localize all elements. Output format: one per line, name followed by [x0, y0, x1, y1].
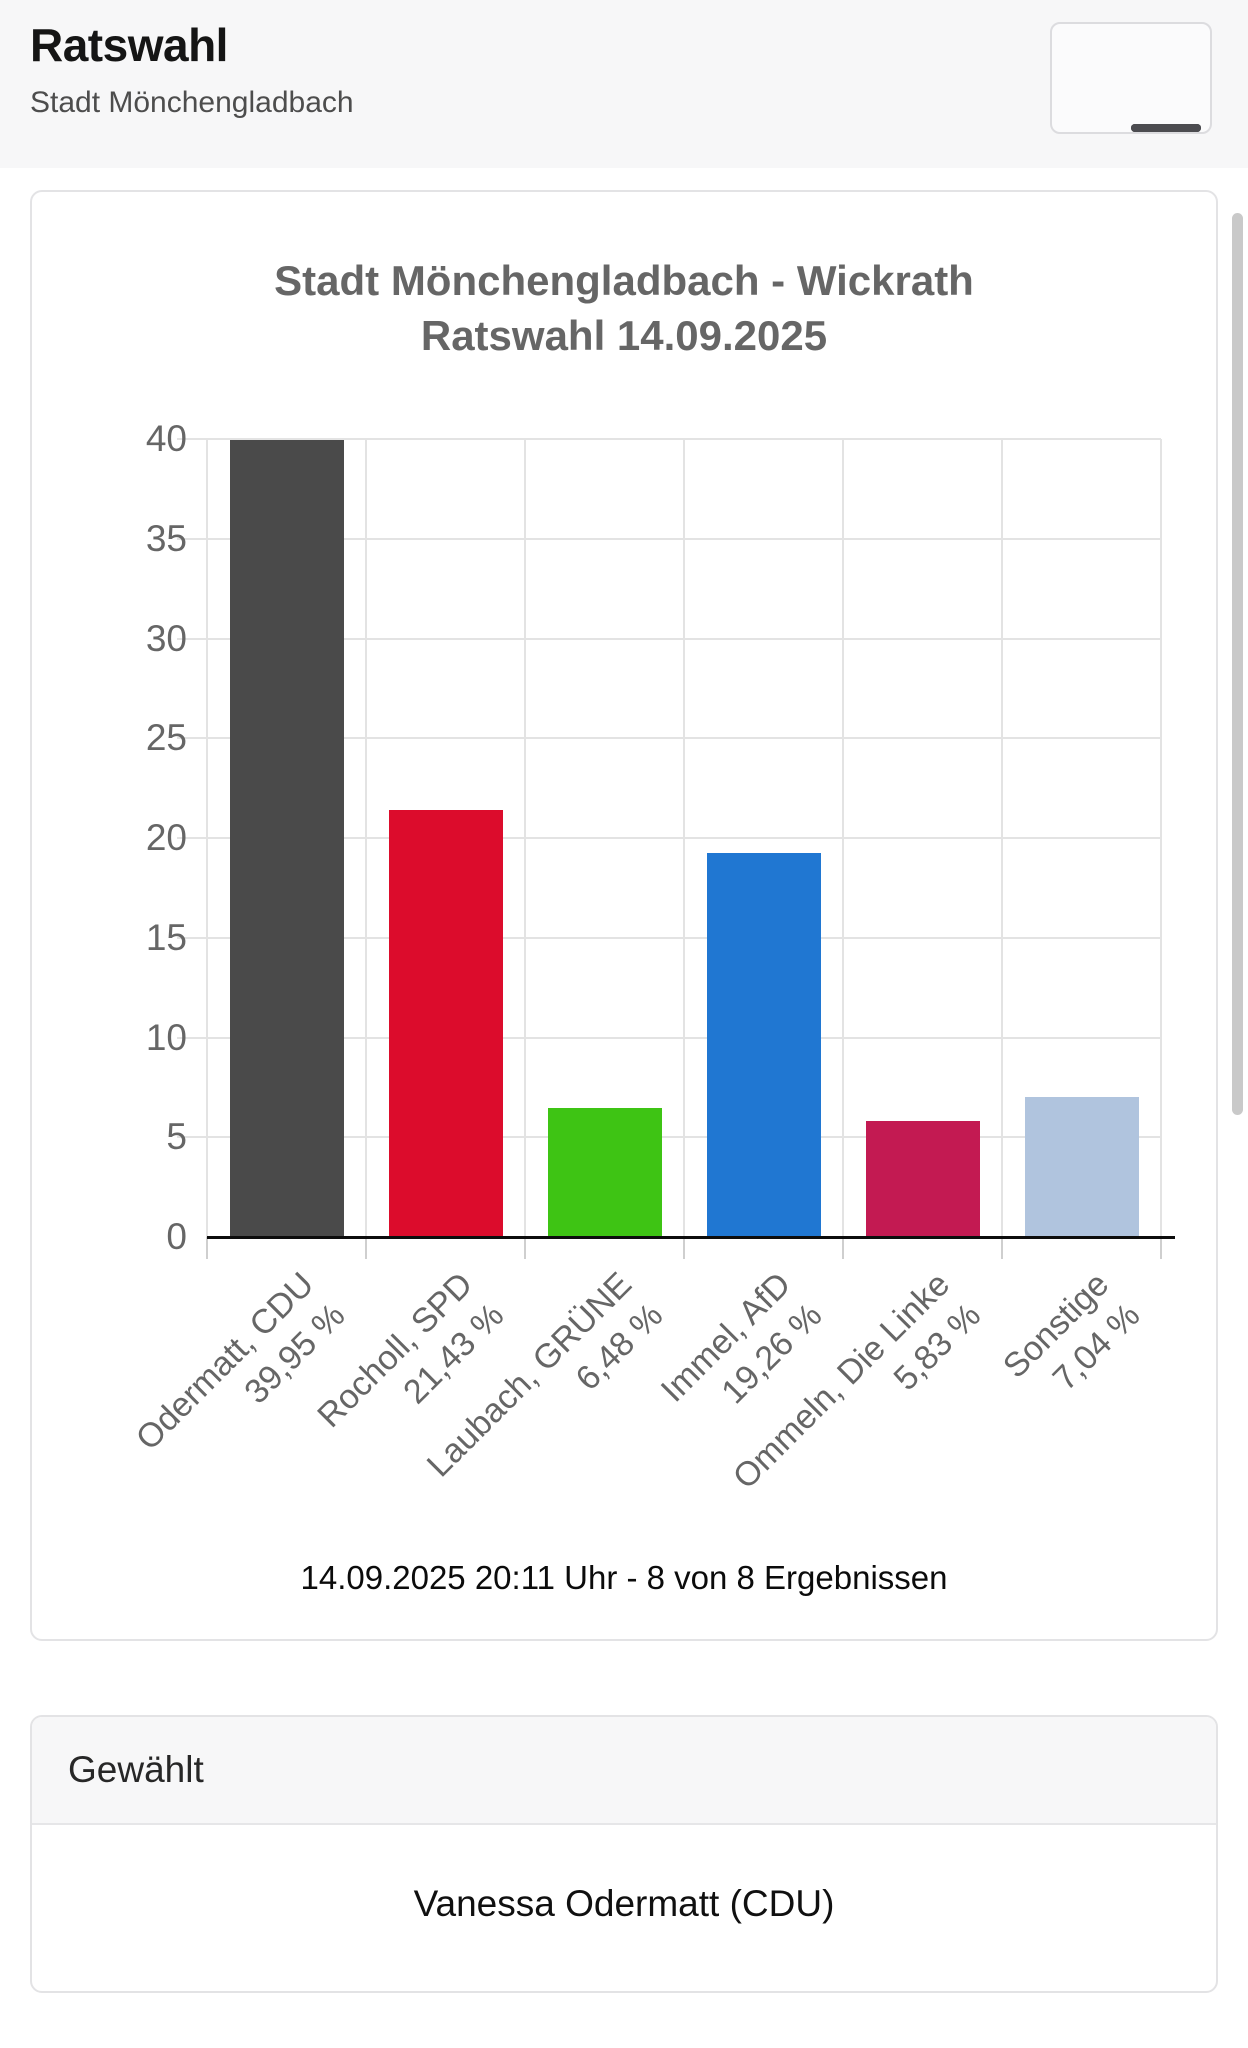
gridline-vertical [365, 439, 367, 1238]
gridline-horizontal [177, 737, 1161, 740]
results-chart-card: Stadt Mönchengladbach - Wickrath Ratswah… [30, 190, 1218, 1642]
gridline-vertical [524, 439, 526, 1238]
app-subtitle: Stadt Mönchengladbach [30, 86, 354, 119]
gridline-vertical [683, 439, 685, 1238]
y-axis-tick-label: 20 [145, 817, 187, 859]
gridline-vertical [842, 439, 844, 1238]
elected-card: Gewählt Vanessa Odermatt (CDU) [30, 1715, 1218, 1994]
x-axis-category-label: Sonstige 7,04 % [994, 1263, 1150, 1419]
bar-Sonstige[interactable] [1024, 1096, 1139, 1238]
y-axis-tick-label: 10 [145, 1016, 187, 1058]
x-axis-tick-mark [842, 1237, 844, 1260]
y-axis-tick-label: 15 [145, 916, 187, 958]
gridline-vertical [206, 439, 208, 1238]
gridline-horizontal [177, 537, 1161, 540]
y-axis-tick-label: 40 [145, 418, 187, 460]
y-axis-tick-label: 35 [145, 517, 187, 559]
x-axis-tick-mark [524, 1237, 526, 1260]
gridline-horizontal [177, 1036, 1161, 1039]
x-axis-tick-mark [1160, 1237, 1162, 1260]
y-axis-tick-label: 5 [166, 1116, 187, 1158]
app-title: Ratswahl [30, 19, 228, 71]
bar-Odermatt, CDU[interactable] [229, 440, 344, 1238]
gridline-horizontal [177, 637, 1161, 640]
x-axis-category-label: Odermatt, CDU 39,95 % [127, 1263, 355, 1491]
chart-x-axis-labels: Odermatt, CDU 39,95 % Rocholl, SPD 21,43 % L… [129, 1237, 1161, 1545]
x-axis-tick-mark [206, 1237, 208, 1260]
app-header: Ratswahl Stadt Mönchengladbach [0, 0, 1248, 168]
bar-Ommeln, Die Linke[interactable] [865, 1120, 980, 1238]
gridline-horizontal [177, 438, 1161, 441]
x-axis-tick-mark [365, 1237, 367, 1260]
gridline-vertical [1001, 439, 1003, 1238]
chart-title-line2: Ratswahl 14.09.2025 [420, 311, 828, 359]
elected-person: Vanessa Odermatt (CDU) [413, 1883, 835, 1925]
scrollbar-thumb[interactable] [1232, 213, 1243, 1115]
bar-chart: 0 5 10 15 20 25 30 35 40 [146, 418, 1175, 1260]
gridline-horizontal [177, 1136, 1161, 1139]
bar-Rocholl, SPD[interactable] [388, 809, 503, 1238]
y-axis-tick-label: 25 [145, 717, 187, 759]
chart-plot-area: 0 5 10 15 20 25 30 35 40 [146, 418, 1175, 1260]
bar-Immel, AfD[interactable] [706, 852, 821, 1238]
gridline-vertical [1160, 439, 1162, 1238]
menu-button[interactable] [1050, 22, 1212, 134]
gridline-horizontal [177, 936, 1161, 939]
chart-title-line1: Stadt Mönchengladbach - Wickrath [274, 257, 974, 304]
main-content: Stadt Mönchengladbach - Wickrath Ratswah… [0, 190, 1248, 1994]
chart-status: 14.09.2025 20:11 Uhr - 8 von 8 Ergebniss… [300, 1559, 948, 1597]
gridline-horizontal [177, 837, 1161, 840]
x-axis-tick-mark [1001, 1237, 1003, 1260]
x-axis-tick-mark [683, 1237, 685, 1260]
header-text: Ratswahl Stadt Mönchengladbach [30, 18, 1212, 120]
y-axis-tick-label: 30 [145, 617, 187, 659]
bar-Laubach, GRÜNE[interactable] [547, 1107, 662, 1238]
chart-title: Stadt Mönchengladbach - Wickrath Ratswah… [32, 254, 1216, 363]
elected-card-header: Gewählt [32, 1717, 1216, 1826]
x-axis-line [207, 1236, 1175, 1240]
y-axis-tick-label: 0 [166, 1216, 187, 1258]
